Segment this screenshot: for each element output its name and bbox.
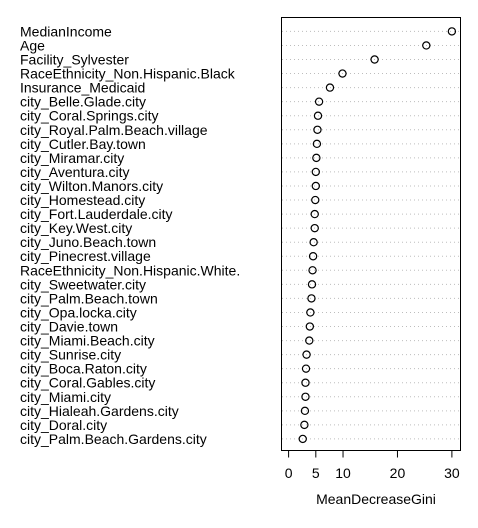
data-point <box>300 406 310 416</box>
variable-label: city_Royal.Palm.Beach.village <box>20 122 208 138</box>
variable-label: city_Juno.Beach.town <box>20 234 156 250</box>
data-point <box>311 181 321 191</box>
data-point <box>305 336 314 345</box>
data-point <box>314 97 324 106</box>
data-point <box>308 266 317 275</box>
variable-label: city_Miami.Beach.city <box>20 333 155 349</box>
variable-label: city_Davie.town <box>20 319 118 335</box>
data-point <box>313 125 322 134</box>
data-point <box>301 392 310 401</box>
data-point <box>307 294 316 303</box>
variable-label: city_Doral.city <box>20 417 107 433</box>
data-point <box>300 420 309 430</box>
variable-label: city_Sweetwater.city <box>20 276 146 292</box>
variable-label: city_Hialeah.Gardens.city <box>20 403 179 419</box>
data-point <box>311 195 320 205</box>
variable-label: city_Boca.Raton.city <box>20 361 147 377</box>
variable-label: city_Coral.Gables.city <box>20 375 155 391</box>
variable-label: city_Sunrise.city <box>20 347 121 363</box>
variable-label: city_Wilton.Manors.city <box>20 178 163 194</box>
x-tick-label: 30 <box>444 465 460 481</box>
variable-label: Facility_Sylvester <box>20 52 129 68</box>
variable-label: city_Cutler.Bay.town <box>20 136 146 152</box>
variable-label: city_Belle.Glade.city <box>20 94 146 110</box>
variable-label: city_Aventura.city <box>20 164 129 180</box>
guide-lines <box>282 30 460 440</box>
variable-label: RaceEthnicity_Non.Hispanic.White. <box>20 262 240 278</box>
data-point <box>310 223 319 233</box>
x-tick-label: 0 <box>285 465 293 481</box>
variable-label: city_Fort.Lauderdale.city <box>20 206 173 222</box>
data-point <box>309 237 318 247</box>
data-point <box>301 378 310 387</box>
data-point <box>311 167 321 177</box>
variable-label: city_Palm.Beach.Gardens.city <box>20 431 207 447</box>
x-axis-label: MeanDecreaseGini <box>316 491 436 507</box>
variable-labels: MedianIncomeAgeFacility_SylvesterRaceEth… <box>20 23 240 447</box>
variable-label: city_Miramar.city <box>20 150 124 166</box>
data-point <box>422 41 431 50</box>
variable-label: city_Key.West.city <box>20 220 132 236</box>
data-points <box>298 27 457 444</box>
data-point <box>312 153 321 163</box>
variable-label: city_Palm.Beach.town <box>20 290 158 306</box>
variable-label: city_Homestead.city <box>20 192 145 208</box>
data-point <box>338 69 347 78</box>
data-point <box>313 111 323 120</box>
data-point <box>370 55 379 64</box>
variable-label: RaceEthnicity_Non.Hispanic.Black <box>20 66 236 82</box>
data-point <box>298 434 307 444</box>
x-tick-label: 5 <box>312 465 320 481</box>
variable-label: city_Miami.city <box>20 389 111 405</box>
data-point <box>301 364 311 373</box>
x-axis: 0 5 10 20 30 <box>285 450 460 481</box>
variable-label: Insurance_Medicaid <box>20 80 145 96</box>
x-tick-label: 10 <box>335 465 351 481</box>
variable-label: MedianIncome <box>20 23 112 39</box>
variable-label: Age <box>20 37 45 53</box>
x-tick-label: 20 <box>390 465 406 481</box>
data-point <box>307 280 317 289</box>
data-point <box>306 308 315 317</box>
variable-label: city_Coral.Springs.city <box>20 108 159 124</box>
data-point <box>305 322 315 331</box>
data-point <box>310 209 319 219</box>
variable-label: city_Pinecrest.village <box>20 248 151 264</box>
data-point <box>302 350 311 359</box>
data-point <box>308 252 318 261</box>
variable-label: city_Opa.locka.city <box>20 304 137 320</box>
data-point <box>447 27 457 36</box>
data-point <box>325 83 335 92</box>
data-point <box>312 139 322 149</box>
